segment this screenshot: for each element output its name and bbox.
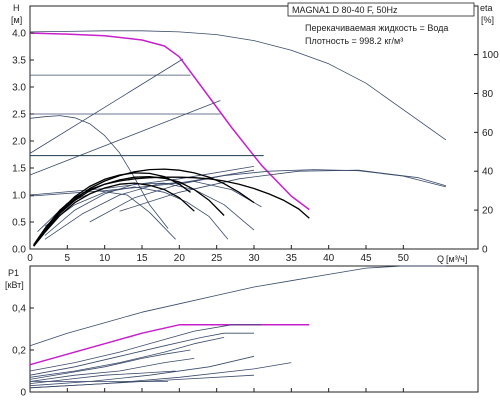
x-tick-label: 30: [248, 253, 260, 264]
y-axis-label-p1: P1: [8, 268, 19, 278]
head-curve-series-12: [44, 182, 255, 236]
top-plot-frame: [29, 5, 479, 250]
head-curve-series-16: [33, 176, 310, 246]
y-axis-unit-h: [м]: [11, 15, 22, 25]
p1-tick-label: 0: [20, 388, 26, 399]
power-curve-series-4: [29, 337, 225, 378]
head-curve-series-1: [29, 30, 447, 141]
x-tick-label: 20: [174, 253, 186, 264]
y-tick-label: 2.0: [12, 137, 26, 148]
head-curve-series-7: [29, 115, 169, 229]
plot-frames: [29, 5, 479, 393]
x-tick-label: 10: [99, 253, 111, 264]
head-curve-series-19: [33, 182, 195, 247]
y-tick-label: 3.5: [12, 56, 26, 67]
power-curve-series-0: [29, 265, 446, 347]
y2-tick-label: 20: [482, 206, 494, 217]
y-axis-unit-p1: [кВт]: [5, 280, 24, 290]
y2-axis-label-eta: eta: [480, 3, 493, 13]
y2-tick-label: 100: [482, 50, 499, 61]
x-tick-label: 50: [398, 253, 410, 264]
title-box: [287, 2, 475, 17]
power-curve-series-2: [29, 324, 262, 372]
power-curve-series-6: [29, 358, 195, 382]
y-tick-label: 1.5: [12, 164, 26, 175]
y-tick-label: 0.5: [12, 218, 26, 229]
y-axis-label-h: H: [13, 3, 20, 13]
head-curve-series-11: [44, 186, 229, 240]
x-axis-unit-q: [м³/ч]: [446, 254, 467, 264]
x-tick-label: 45: [360, 253, 372, 264]
chart-title: MAGNA1 D 80-40 F, 50Hz: [292, 5, 398, 15]
x-tick-label: 5: [65, 253, 71, 264]
x-tick-label: 0: [27, 253, 33, 264]
head-curve-series-15: [119, 169, 447, 212]
y2-tick-label: 60: [482, 128, 494, 139]
head-curve-series-2: [29, 58, 184, 154]
y-tick-label: 4.0: [12, 29, 26, 40]
head-curve-series-3: [29, 100, 221, 176]
x-tick-label: 25: [211, 253, 223, 264]
y-tick-label: 0.0: [12, 245, 26, 256]
x-axis-label-q: Q: [437, 254, 444, 264]
axis-ticks: 0 5 10 15 20 25 30 35 40 45 50 0.0 0.5 1.0 1.5 2.0 2.5 3.…: [12, 29, 499, 399]
y2-tick-label: 40: [482, 167, 494, 178]
head-curve-series-17: [33, 168, 255, 247]
head-curve-series-20: [33, 172, 191, 247]
p1-tick-label: 0,2: [12, 346, 26, 357]
power-curve-series-3: [29, 332, 254, 376]
x-tick-label: 15: [136, 253, 148, 264]
head-curve-series-13: [44, 181, 262, 240]
y-tick-label: 2.5: [12, 110, 26, 121]
head-curve-series-18: [33, 175, 225, 247]
y-tick-label: 1.0: [12, 191, 26, 202]
y2-tick-label: 0: [482, 245, 488, 256]
power-curve-series-5: [29, 349, 191, 380]
plot-curves: [29, 30, 447, 389]
legend-fluid: Перекачиваемая жидкость = Вода: [305, 23, 448, 33]
power-curve-series-7: [29, 355, 255, 387]
x-tick-label: 40: [323, 253, 335, 264]
x-tick-label: 35: [286, 253, 298, 264]
legend-density: Плотность = 998.2 кг/м³: [305, 36, 403, 46]
y2-axis-unit-eta: [%]: [481, 15, 494, 25]
power-curve-series-11: [29, 374, 255, 389]
p1-tick-label: 0,4: [12, 304, 26, 315]
power-curve-series-1: [29, 324, 310, 366]
y2-tick-label: 80: [482, 89, 494, 100]
y-tick-label: 3.0: [12, 83, 26, 94]
head-curve-series-0: [29, 32, 310, 211]
power-curve-series-9: [29, 370, 176, 384]
